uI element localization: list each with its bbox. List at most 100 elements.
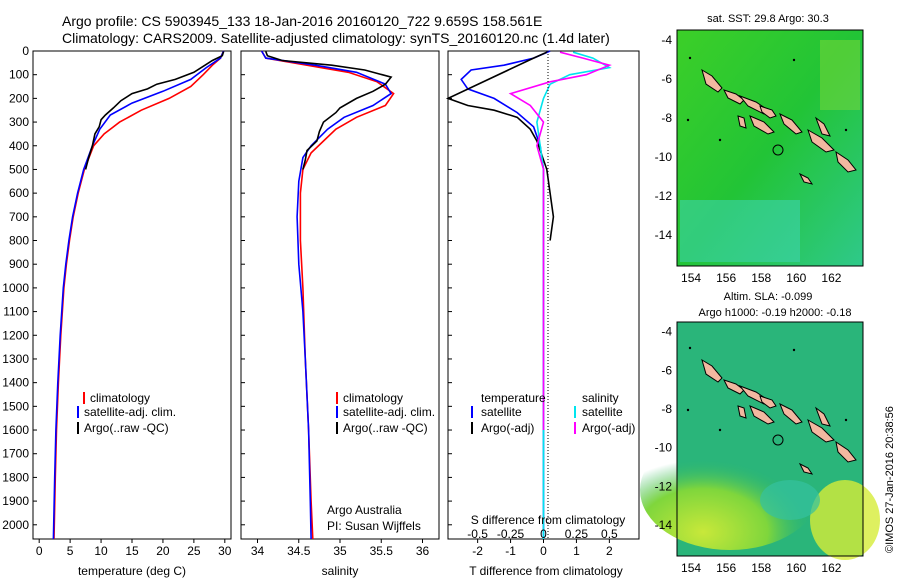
difference-x-ticks: -2 -1 0 1 2: [472, 539, 613, 558]
x-tick-label: 10: [94, 544, 108, 558]
s-diff-tick-label: -0.5: [467, 527, 488, 541]
island: [779, 402, 803, 425]
x-tick-label: 35: [333, 544, 347, 558]
depth-tick-label: 100: [9, 68, 29, 82]
difference-legend: temperature salinity satellite Argo(-adj…: [471, 391, 635, 435]
x-tick-label: 20: [156, 544, 170, 558]
sla-map-frame: [676, 321, 864, 557]
island: [814, 406, 831, 427]
x-tick-label: 36: [416, 544, 430, 558]
island: [798, 462, 814, 475]
argo-float-marker: [772, 144, 784, 156]
sla-map-title: Altim. SLA: -0.099: [724, 291, 813, 303]
island: [835, 440, 857, 463]
lat-tick-label: -12: [655, 189, 673, 203]
lat-tick-label: -6: [661, 363, 672, 377]
temperature-profiles: [52, 50, 225, 540]
title-line-1: Argo profile: CS 5903945_133 18-Jan-2016…: [62, 13, 542, 29]
x-tick-label: 5: [67, 544, 74, 558]
x-tick-label: 15: [125, 544, 139, 558]
depth-tick-label: 2000: [2, 518, 29, 532]
island: [779, 112, 803, 135]
legend-temperature-heading: temperature: [481, 391, 546, 405]
depth-tick-label: 0: [22, 44, 29, 58]
island: [737, 115, 747, 129]
island: [807, 418, 835, 443]
x-tick-label: 0: [36, 544, 43, 558]
sla-low-patch: [760, 480, 820, 520]
sla-map-lon-ticks: 154 156 158 160 162: [681, 561, 842, 575]
lon-tick-label: 158: [751, 271, 771, 285]
x-tick-label: 25: [187, 544, 201, 558]
island: [749, 115, 775, 135]
lat-tick-label: -14: [655, 518, 673, 532]
island: [798, 172, 814, 185]
temperature-axis-label: temperature (deg C): [78, 564, 186, 578]
salinity-x-ticks: 34 34.5 35 35.5 36: [251, 539, 430, 558]
s-difference-axis-label: S difference from climatology: [471, 513, 626, 527]
sst-map: [676, 29, 864, 267]
lon-tick-label: 156: [716, 271, 736, 285]
lon-tick-label: 160: [786, 561, 806, 575]
islet: [686, 118, 690, 122]
sla-high-patch: [640, 430, 820, 550]
salinity-axis-label: salinity: [322, 564, 359, 578]
series-climatology: [260, 50, 395, 540]
depth-tick-label: 700: [9, 210, 29, 224]
lon-tick-label: 160: [786, 271, 806, 285]
depth-tick-label: 500: [9, 162, 29, 176]
depth-tick-label: 1600: [2, 423, 29, 437]
legend-satellite: satellite-adj. clim.: [343, 405, 435, 419]
x-tick-label: 2: [606, 544, 613, 558]
islet: [718, 138, 722, 142]
x-tick-label: 0: [540, 544, 547, 558]
sst-warm-patch: [820, 40, 860, 110]
legend-climatology: climatology: [343, 391, 403, 405]
series-satellite-adj-clim: [52, 50, 225, 540]
island: [807, 128, 835, 153]
islet: [792, 348, 796, 352]
title-line-2: Climatology: CARS2009. Satellite-adjuste…: [62, 30, 610, 46]
islet: [718, 428, 722, 432]
island: [737, 405, 747, 419]
x-tick-label: -2: [472, 544, 483, 558]
imos-credit: ©IMOS 27-Jan-2016 20:38:56: [884, 406, 896, 553]
island: [759, 395, 777, 409]
island: [749, 405, 775, 425]
islet: [686, 408, 690, 412]
sst-map-title: sat. SST: 29.8 Argo: 30.3: [707, 13, 829, 25]
solomon-islands-land: [686, 56, 857, 185]
credit-argo-australia: Argo Australia: [327, 503, 402, 517]
sla-map-lat-ticks: -4 -6 -8 -10 -12 -14: [655, 325, 673, 532]
depth-tick-label: 1800: [2, 470, 29, 484]
legend-sal-satellite: satellite: [582, 405, 623, 419]
islet: [688, 346, 692, 350]
depth-axis: 0 100 200 300 400 500 600 700 800 900 1000 1100 1200…: [2, 44, 452, 532]
lat-tick-label: -12: [655, 479, 673, 493]
sst-map-frame: [676, 29, 864, 267]
lon-tick-label: 162: [821, 561, 841, 575]
island: [723, 379, 745, 395]
island: [701, 68, 723, 93]
island: [814, 116, 831, 137]
lon-tick-label: 154: [681, 271, 701, 285]
lat-tick-label: -4: [661, 325, 672, 339]
islet: [688, 56, 692, 60]
x-tick-label: 30: [218, 544, 232, 558]
depth-tick-label: 1700: [2, 447, 29, 461]
credit-pi: PI: Susan Wijffels: [327, 519, 421, 533]
legend-temp-satellite: satellite: [481, 405, 522, 419]
lon-tick-label: 154: [681, 561, 701, 575]
sst-map-lat-ticks: -4 -6 -8 -10 -12 -14: [655, 33, 673, 242]
islet: [792, 58, 796, 62]
depth-tick-label: 300: [9, 115, 29, 129]
depth-tick-label: 600: [9, 186, 29, 200]
legend-temp-argo: Argo(-adj): [481, 421, 534, 435]
depth-tick-label: 1100: [3, 305, 29, 319]
lat-tick-label: -10: [655, 441, 673, 455]
island: [759, 105, 777, 119]
legend-sal-argo: Argo(-adj): [582, 421, 635, 435]
depth-tick-label: 1400: [2, 376, 29, 390]
depth-tick-label: 1200: [2, 328, 29, 342]
series-salinity-argo-adj: [508, 51, 612, 430]
